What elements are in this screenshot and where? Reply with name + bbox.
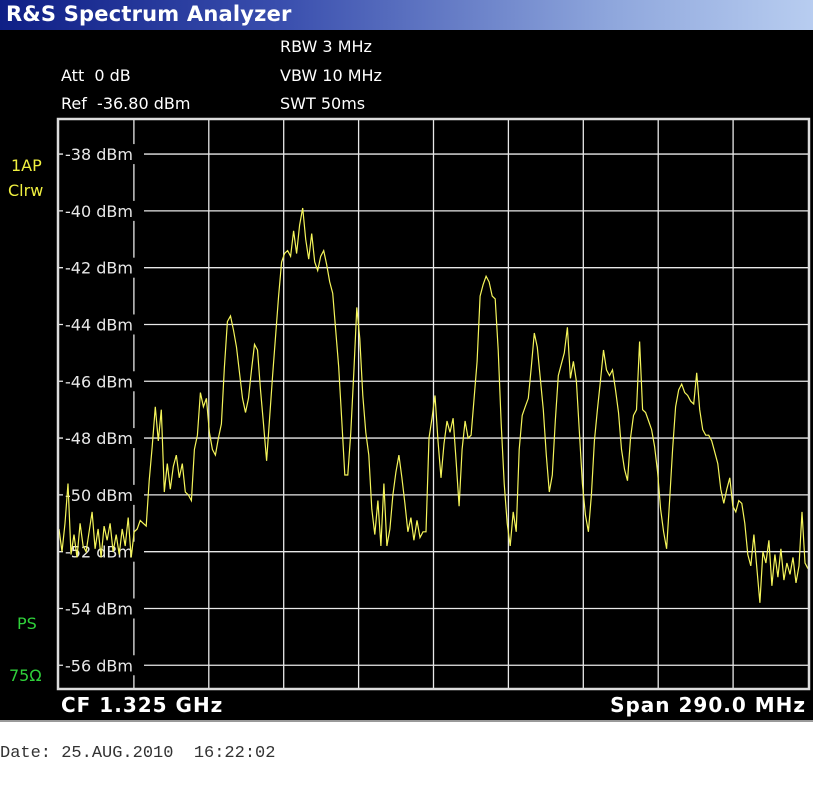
y-tick-label: -40 dBm bbox=[65, 202, 133, 221]
center-frequency: CF 1.325 GHz bbox=[61, 693, 224, 717]
tick-label-bg bbox=[63, 598, 144, 619]
y-tick-labels: -38 dBm -40 dBm -42 dBm -44 dBm -46 dBm -48 d… bbox=[63, 144, 144, 676]
app-title: R&S Spectrum Analyzer bbox=[6, 2, 292, 26]
y-tick-label: -50 dBm bbox=[65, 486, 133, 505]
reference-level: Ref -36.80 dBm bbox=[61, 94, 191, 113]
tick-label-bg bbox=[63, 314, 144, 335]
y-tick-label: -42 dBm bbox=[65, 259, 133, 278]
tick-label-bg bbox=[63, 484, 144, 505]
y-tick-label: -52 dBm bbox=[65, 543, 133, 562]
preset-status-label: PS bbox=[17, 614, 37, 633]
plot-frame bbox=[56, 117, 811, 691]
sweep-time-setting: SWT 50ms bbox=[280, 94, 366, 113]
tick-label-bg bbox=[63, 200, 144, 221]
attenuation-setting: Att 0 dB bbox=[61, 66, 131, 85]
span-value: Span 290.0 MHz bbox=[610, 693, 806, 717]
rbw-setting: RBW 3 MHz bbox=[280, 37, 372, 56]
tick-label-bg bbox=[63, 144, 144, 165]
y-tick-label: -54 dBm bbox=[65, 599, 133, 618]
trace-mode-label: 1AP bbox=[11, 156, 42, 175]
title-bar: R&S Spectrum Analyzer bbox=[0, 0, 813, 30]
y-tick-label: -46 dBm bbox=[65, 372, 133, 391]
y-tick-label: -56 dBm bbox=[65, 656, 133, 675]
tick-label-bg bbox=[63, 257, 144, 278]
y-tick-label: -48 dBm bbox=[65, 429, 133, 448]
vbw-setting: VBW 10 MHz bbox=[280, 66, 382, 85]
date-stamp: Date: 25.AUG.2010 16:22:02 bbox=[0, 744, 276, 763]
grid bbox=[59, 120, 808, 688]
detector-label: Clrw bbox=[8, 181, 44, 200]
tick-label-bg bbox=[63, 655, 144, 676]
tick-label-bg bbox=[63, 428, 144, 449]
spectrum-trace bbox=[58, 207, 809, 603]
tick-label-bg bbox=[63, 371, 144, 392]
impedance-label: 75Ω bbox=[9, 666, 42, 685]
y-tick-label: -38 dBm bbox=[65, 145, 133, 164]
y-tick-label: -44 dBm bbox=[65, 315, 133, 334]
